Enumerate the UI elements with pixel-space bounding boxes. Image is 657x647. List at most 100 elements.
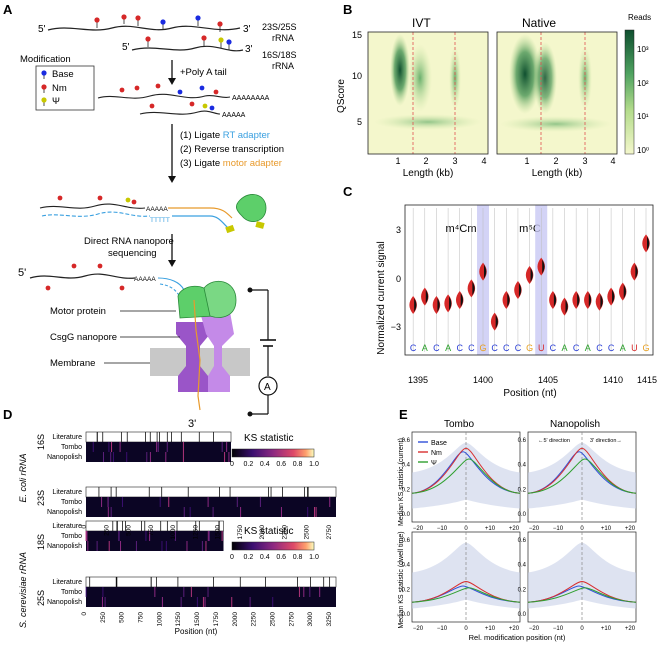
svg-text:4: 4 [481,156,486,166]
small-rrna-3prime: 3' [245,44,253,55]
large-rrna-3prime: 3' [243,24,251,35]
row-label: Tombo [61,444,82,451]
e-xtick: +10 [485,526,496,532]
violin-black [553,293,557,307]
e-xtick: +20 [509,626,520,632]
e-legend-label: Nm [431,450,442,457]
small-rrna-5prime: 5' [122,42,130,53]
e-curve-base [527,451,637,494]
e-direction-right: 3' direction→ [590,438,622,444]
e-xtick: −20 [413,626,424,632]
e-ytick: 0.4 [402,463,411,469]
svg-text:1: 1 [524,156,529,166]
violin-black [472,281,475,296]
base-letter: U [631,343,638,353]
polya-large-mods [119,83,219,95]
e-xtick: −10 [437,626,448,632]
e-curve-nm [411,447,521,494]
polya-large-strand [97,93,231,99]
svg-text:10²: 10² [637,79,649,88]
heatmap-native [496,31,618,155]
ks-tick: 0 [230,461,234,468]
base-letter: C [515,343,522,353]
polya-small-mods [149,101,215,111]
panel-b: B IVT QScore 5 10 15 1 2 3 4 Length (kb)… [336,2,651,179]
polya-long-label: AAAAAAAA [232,95,270,102]
ecoli-xtick: 750 [148,525,155,536]
row-label: Nanopolish [47,543,82,550]
heatmap-native-xticks: 1 2 3 4 [524,156,615,166]
svg-text:1405: 1405 [538,375,558,385]
adapter-polya: AAAAA [146,206,168,213]
e-xtick: −20 [529,526,540,532]
panel-a: A 5' 3' 23S/25S rRNA 5' 3' 16S/18S rRNA … [3,2,297,430]
e-ylabel-bottom: Median KS statistic (dwell time) [398,531,405,628]
large-rrna-label-2: rRNA [272,33,294,43]
e-ytick: 0.6 [402,538,411,544]
yeast-xtick: 3250 [326,612,333,627]
polya-small-strand [139,110,221,115]
yeast-25s-nanopolish [86,597,336,607]
ecoli-16s-nanopolish [86,452,231,462]
ecoli-xtick: 2250 [281,525,288,540]
e-ytick: 0.6 [402,438,411,444]
ks-colorbar-ticks: 0 0.2 0.4 0.6 0.8 1.0 0 0.2 0.4 0.6 0.8 1.0 [230,461,319,561]
ks-tick: 0.2 [244,461,254,468]
e-ytick: 0.6 [518,538,527,544]
legend-item-base: Base [41,69,74,80]
yeast-label: S. cerevisiae rRNA [18,552,28,628]
violin-black [414,298,417,312]
base-letter: C [410,343,417,353]
yeast-25s-literature [85,576,337,588]
row-label: Tombo [61,499,82,506]
e-band [412,542,520,609]
svg-text:1: 1 [395,156,400,166]
e-legend-label: Ψ [431,460,437,467]
violin-yticks: 3 0 −3 [391,225,401,332]
violin-black [484,264,487,279]
e-band [528,442,636,509]
row-label: Tombo [61,533,82,540]
svg-text:1415: 1415 [637,375,657,385]
ks-tick: 1.0 [309,461,319,468]
base-letter: G [643,343,650,353]
row-label: Literature [52,579,82,586]
ks-tick: 0.4 [260,554,270,561]
panel-d: D Literature Tombo Nanopolish Literature Tom… [3,407,337,636]
motor-protein-icon [236,194,267,222]
ks-tracks: Literature Tombo Nanopolish Literature Tombo… [47,431,337,627]
panel-e: E Tombo Nanopolish Median KS statistic (… [398,407,637,642]
ecoli-16s-literature [85,431,232,443]
yeast-25s-tombo [86,587,336,597]
svg-text:3: 3 [452,156,457,166]
poly-a-step: +Poly A tail [180,67,227,78]
e-curve-ψ [527,587,637,603]
svg-text:KS statistic: KS statistic [244,433,293,444]
svg-text:3: 3 [396,225,401,235]
polya-short-label: AAAAA [222,112,246,119]
violin-black [623,284,626,299]
ecoli-xtick: 1500 [215,525,222,540]
heatmap-native-xlabel: Length (kb) [532,168,583,179]
large-rrna-strand [47,25,241,31]
row-label: Literature [52,489,82,496]
svg-text:5: 5 [357,117,362,127]
e-ytick: 0.0 [518,512,527,518]
nanopore-label: CsgG nanopore [50,332,117,343]
violin-black [600,294,603,309]
e-ytick: 0.2 [402,587,411,593]
row-label: Nanopolish [47,599,82,606]
legend-item-psi: Ψ [41,96,60,107]
e-xtick: +10 [601,526,612,532]
row-label: Literature [52,523,82,530]
heatmap-ivt-title: IVT [412,16,431,30]
svg-text:1395: 1395 [408,375,428,385]
e-curve-nm [411,580,521,603]
violin-black [565,299,568,314]
heatmap-ivt [367,31,489,155]
yeast-xtick: 2000 [232,612,239,627]
step-2-text: (2) Reverse transcription [180,144,284,155]
yeast-xtick: 1000 [156,612,163,627]
base-letter: C [456,343,463,353]
violin-black [588,293,592,307]
